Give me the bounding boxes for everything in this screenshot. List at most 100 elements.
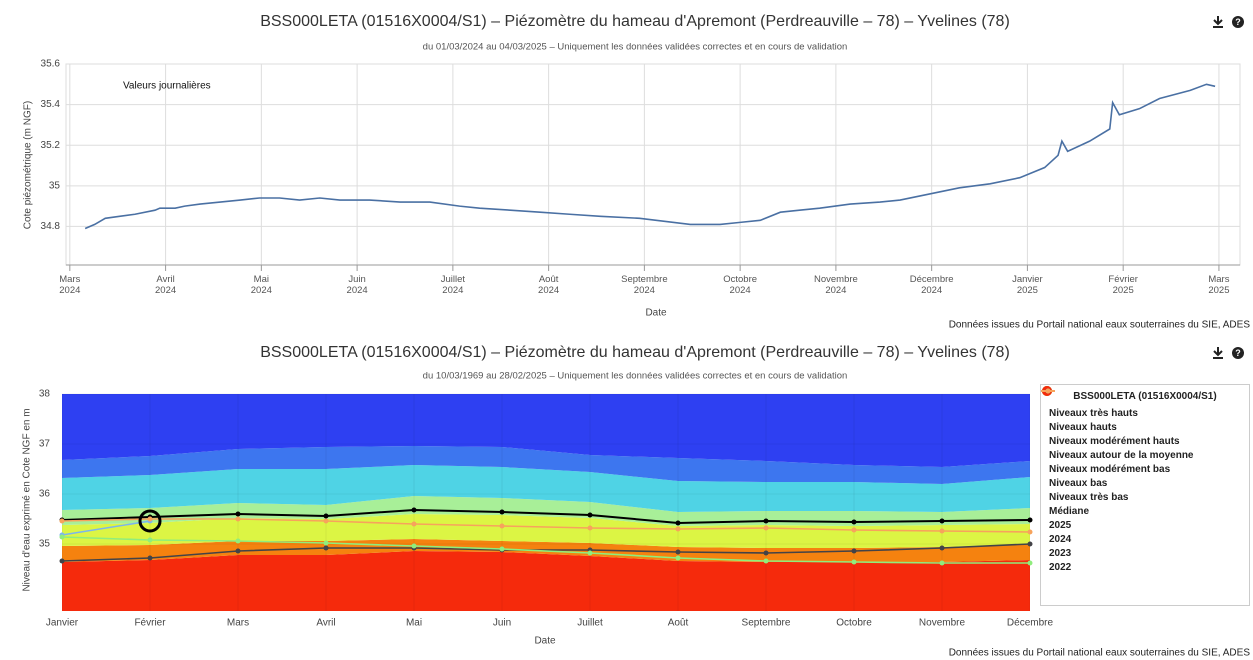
- data-point: [851, 548, 857, 554]
- legend-label: Médiane: [1049, 506, 1090, 517]
- data-point: [675, 520, 681, 526]
- legend-label: Niveaux hauts: [1049, 422, 1117, 433]
- chart-title: BSS000LETA (01516X0004/S1) – Piézomètre …: [260, 344, 1010, 361]
- x-tick-label: Mai: [406, 618, 422, 629]
- data-point: [499, 509, 505, 515]
- legend-swatch: [1041, 388, 1055, 394]
- x-tick-label: Juillet 2024: [440, 274, 466, 296]
- legend-item: 2022: [1041, 388, 1241, 574]
- data-point: [59, 534, 65, 540]
- help-icon[interactable]: ?: [1232, 347, 1244, 359]
- data-point: [763, 518, 769, 524]
- x-tick-label: Mars 2025: [1208, 274, 1230, 296]
- data-point: [939, 528, 945, 534]
- data-point: [147, 555, 153, 561]
- data-point: [411, 521, 417, 527]
- svg-text:?: ?: [1235, 17, 1241, 27]
- x-tick-label: Février: [134, 618, 166, 629]
- legend-label: Niveaux modérément bas: [1049, 464, 1171, 475]
- area-band: [62, 446, 1030, 484]
- x-axis-label: Date: [534, 636, 556, 647]
- data-point: [59, 518, 65, 524]
- plot-area: [65, 63, 1241, 266]
- data-line: [84, 83, 1216, 230]
- data-point: [851, 527, 857, 533]
- data-point: [147, 537, 153, 543]
- x-tick-label: Juin: [493, 618, 511, 629]
- data-point: [851, 519, 857, 525]
- x-tick-label: Septembre 2024: [621, 274, 668, 296]
- legend-item: Niveaux modérément hauts: [1042, 386, 1241, 448]
- legend-label: Niveaux très bas: [1049, 492, 1129, 503]
- area-band: [62, 496, 1030, 526]
- x-tick-label: Septembre: [742, 618, 791, 629]
- series-label: Valeurs journalières: [123, 81, 211, 92]
- chart-subtitle: du 10/03/1969 au 28/02/2025 – Uniquement…: [423, 371, 848, 382]
- x-tick-label: Novembre 2024: [813, 274, 858, 296]
- data-point: [939, 560, 945, 566]
- legend-label: 2023: [1049, 548, 1072, 559]
- y-tick-label: 34.8: [41, 221, 61, 232]
- legend-label: 2022: [1049, 562, 1072, 573]
- legend-label: Niveaux modérément hauts: [1049, 436, 1180, 447]
- data-point: [411, 507, 417, 513]
- legend-item: 2025: [1041, 388, 1241, 532]
- x-tick-label: Août 2024: [538, 274, 560, 296]
- data-point: [59, 558, 65, 564]
- data-point: [235, 538, 241, 544]
- download-icon[interactable]: [1213, 16, 1223, 28]
- data-point: [235, 511, 241, 517]
- y-axis-label: Niveau d'eau exprimé en Cote NGF en m: [22, 408, 33, 591]
- x-tick-label: Juillet: [577, 618, 603, 629]
- data-point: [235, 548, 241, 554]
- chart-title: BSS000LETA (01516X0004/S1) – Piézomètre …: [260, 13, 1010, 30]
- data-point: [1027, 517, 1033, 523]
- data-point: [675, 526, 681, 532]
- data-point: [587, 525, 593, 531]
- x-tick-label: Décembre 2024: [909, 274, 954, 296]
- legend-label: Niveaux autour de la moyenne: [1049, 450, 1194, 461]
- download-icon[interactable]: [1213, 347, 1223, 359]
- y-tick-label: 35.4: [41, 99, 61, 110]
- legend-label: Niveaux très hauts: [1049, 408, 1138, 419]
- data-point: [939, 545, 945, 551]
- x-tick-label: Août: [668, 618, 689, 629]
- y-tick-label: 38: [39, 389, 51, 400]
- legend: BSS000LETA (01516X0004/S1) Niveaux très h…: [1040, 384, 1250, 606]
- legend-title: BSS000LETA (01516X0004/S1): [1073, 391, 1217, 402]
- data-line: [61, 520, 151, 536]
- x-tick-label: Octobre: [836, 618, 872, 629]
- x-tick-label: Mai 2024: [250, 274, 272, 296]
- x-tick-label: Octobre 2024: [723, 274, 758, 296]
- area-band: [62, 465, 1030, 512]
- area-band: [62, 514, 1030, 548]
- y-tick-label: 35.6: [41, 59, 61, 70]
- x-tick-label: Janvier 2025: [1012, 274, 1043, 296]
- x-tick-label: Mars 2024: [59, 274, 81, 296]
- data-point: [323, 513, 329, 519]
- data-point: [411, 543, 417, 549]
- y-tick-label: 37: [39, 439, 51, 450]
- chart-subtitle: du 01/03/2024 au 04/03/2025 – Uniquement…: [423, 42, 848, 53]
- area-band: [62, 394, 1030, 467]
- data-line: [61, 508, 1031, 525]
- data-point: [499, 546, 505, 552]
- data-point: [323, 540, 329, 546]
- data-point: [763, 558, 769, 564]
- data-point: [1027, 529, 1033, 535]
- y-tick-label: 35.2: [41, 140, 61, 151]
- area-band: [62, 551, 1030, 611]
- legend-item: Niveaux autour de la moyenne: [1042, 386, 1241, 462]
- data-point: [763, 550, 769, 556]
- legend-item: Niveaux hauts: [1042, 386, 1241, 434]
- y-tick-label: 36: [39, 489, 51, 500]
- y-axis-label: Cote piézométrique (m NGF): [23, 101, 34, 229]
- help-icon[interactable]: ?: [1232, 16, 1244, 28]
- data-point: [675, 555, 681, 561]
- source: Données issues du Portail national eaux …: [949, 648, 1251, 659]
- legend-item: Niveaux très bas: [1042, 386, 1241, 504]
- svg-text:?: ?: [1235, 348, 1241, 358]
- y-tick-label: 35: [49, 180, 61, 191]
